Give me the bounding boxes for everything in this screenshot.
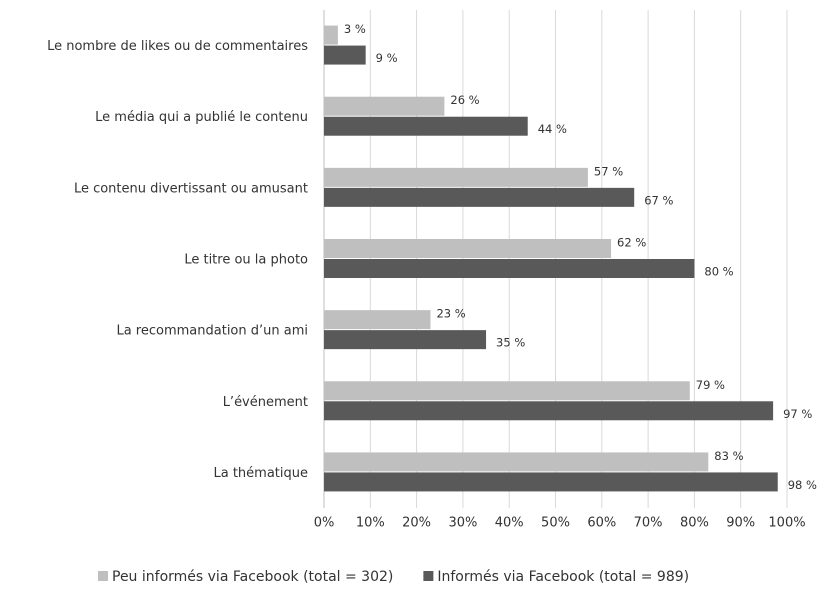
x-tick-label: 30%: [448, 516, 477, 531]
bar: [324, 381, 690, 401]
bar: [324, 330, 487, 350]
data-label: 97 %: [783, 407, 812, 421]
x-tick-label: 10%: [356, 516, 385, 531]
bar: [324, 167, 588, 187]
x-tick-label: 80%: [680, 516, 709, 531]
data-label: 83 %: [714, 449, 743, 463]
data-label: 67 %: [644, 193, 673, 207]
data-label: 62 %: [617, 236, 646, 250]
category-label: L’événement: [223, 395, 308, 410]
category-label: La recommandation d’un ami: [116, 324, 308, 339]
category-label: La thématique: [213, 466, 308, 481]
data-label: 3 %: [344, 22, 366, 36]
x-tick-label: 90%: [726, 516, 755, 531]
bar: [324, 45, 366, 65]
x-tick-label: 100%: [768, 516, 805, 531]
x-tick-label: 20%: [402, 516, 431, 531]
bar: [324, 452, 709, 472]
x-tick-label: 70%: [634, 516, 663, 531]
data-label: 80 %: [704, 265, 733, 279]
bar: [324, 310, 431, 330]
x-tick-label: 50%: [541, 516, 570, 531]
data-label: 23 %: [436, 307, 465, 321]
data-label: 26 %: [450, 93, 479, 107]
x-tick-label: 60%: [587, 516, 616, 531]
data-label: 57 %: [594, 164, 623, 178]
bar: [324, 259, 695, 278]
legend-label: Informés via Facebook (total = 989): [437, 569, 689, 585]
bar: [324, 187, 635, 207]
data-label: 98 %: [788, 478, 817, 492]
data-label: 79 %: [696, 378, 725, 392]
legend-label: Peu informés via Facebook (total = 302): [112, 569, 393, 585]
bar: [324, 401, 774, 421]
bar: [324, 239, 612, 258]
bar: [324, 116, 528, 136]
bar: [324, 472, 778, 492]
x-tick-label: 40%: [495, 516, 524, 531]
category-label: Le titre ou la photo: [184, 253, 308, 268]
x-tick-label: 0%: [314, 516, 335, 531]
legend-swatch: [98, 571, 108, 581]
bar: [324, 96, 445, 116]
data-label: 35 %: [496, 336, 525, 350]
category-label: Le contenu divertissant ou amusant: [74, 181, 308, 196]
category-label: Le nombre de likes ou de commentaires: [47, 39, 308, 54]
data-label: 44 %: [538, 122, 567, 136]
data-label: 9 %: [376, 51, 398, 65]
category-label: Le média qui a publié le contenu: [95, 110, 308, 125]
legend-swatch: [423, 571, 434, 581]
bar: [324, 25, 338, 45]
